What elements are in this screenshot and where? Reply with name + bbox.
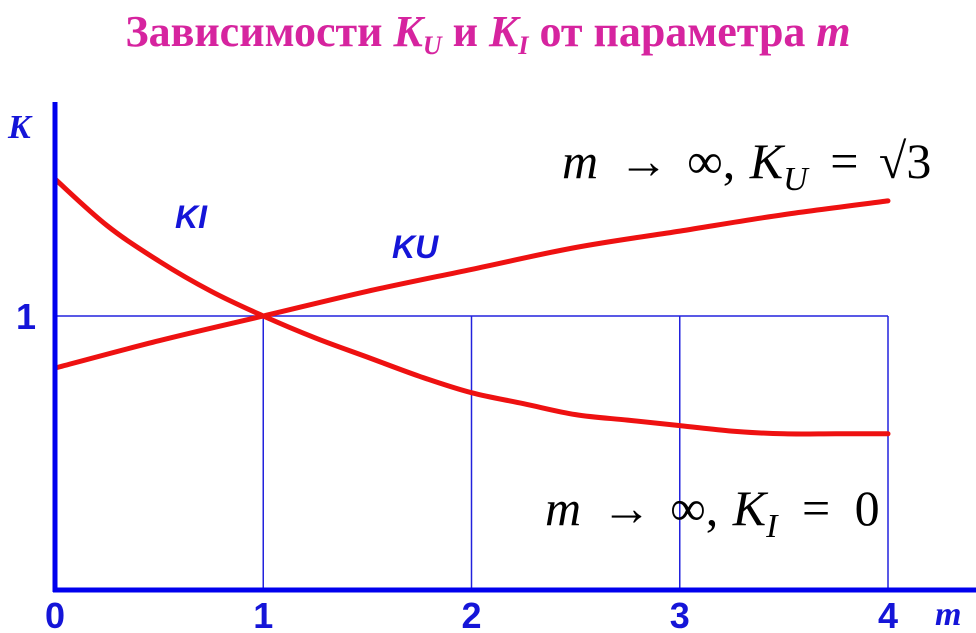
x-tick-label: 0: [45, 595, 65, 633]
tick-labels: 0 1 2 3 4 1: [16, 296, 898, 633]
ki-limit-m: m: [545, 480, 581, 536]
ki-limit-value: 0: [855, 480, 880, 536]
series-line-ku: [52, 198, 891, 371]
series-line-ki: [52, 176, 891, 437]
x-tick-label: 3: [670, 595, 690, 633]
title-ki-symbol: KI: [488, 7, 528, 60]
chart-title: Зависимости KU и KI от параметра m: [0, 6, 976, 61]
y-axis-label: K: [7, 109, 33, 146]
title-conjunction: и: [441, 7, 489, 56]
ki-limit-k: K: [732, 480, 769, 536]
ku-limit-value: 3: [906, 133, 931, 189]
ki-limit-infinity: ∞,: [670, 480, 718, 536]
title-ku-letter: K: [393, 7, 423, 56]
title-parameter: m: [816, 7, 851, 56]
x-tick-label: 4: [878, 595, 898, 633]
ku-limit-arrow: →: [619, 133, 669, 189]
ki-limit-equals: =: [802, 480, 830, 536]
title-ku-subscript: U: [422, 31, 442, 60]
title-ki-letter: K: [488, 7, 519, 56]
x-tick-label: 1: [253, 595, 273, 633]
series-label-ki: KI: [175, 199, 208, 235]
series-label-ku: KU: [392, 229, 439, 265]
title-ku-symbol: KU: [393, 7, 441, 60]
ku-limit-sqrt: √: [879, 133, 907, 189]
annotation-ki-limit: m → ∞, KI = 0: [545, 480, 880, 548]
grid: [55, 315, 889, 590]
annotation-ku-limit: m → ∞, KU = √3: [562, 133, 931, 201]
ki-limit-arrow: →: [602, 480, 652, 536]
curves: [52, 176, 891, 437]
title-prefix: Зависимости: [125, 7, 394, 56]
ku-limit-m: m: [562, 133, 598, 189]
x-axis-label: m: [935, 596, 961, 633]
ku-limit-infinity: ∞,: [687, 133, 735, 189]
ki-limit-subscript: I: [765, 508, 779, 545]
ku-limit-equals: =: [830, 133, 858, 189]
y-tick-label: 1: [16, 296, 36, 337]
ku-limit-k: K: [749, 133, 786, 189]
title-suffix: от параметра: [528, 7, 817, 56]
title-ki-subscript: I: [518, 31, 529, 60]
ku-limit-subscript: U: [783, 161, 810, 198]
x-tick-label: 2: [461, 595, 481, 633]
